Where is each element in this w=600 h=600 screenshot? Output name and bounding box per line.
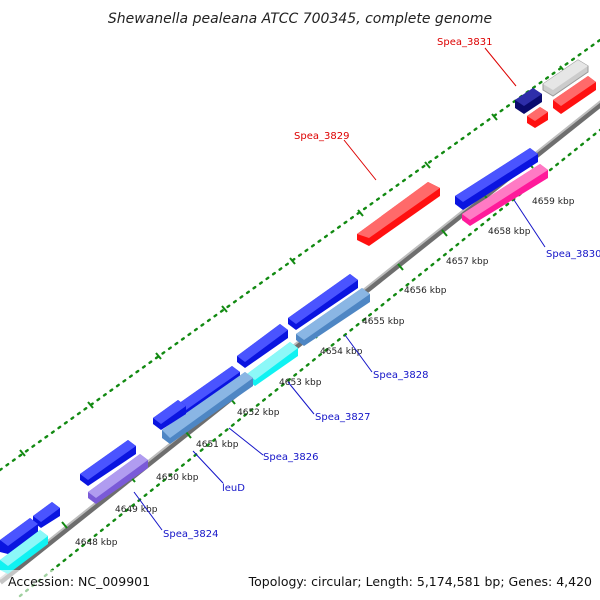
gene-spea3831-gray[interactable] [542, 59, 589, 97]
label-spea3831[interactable]: Spea_3831 [437, 37, 492, 48]
label-leuD[interactable]: leuD [222, 483, 245, 494]
tick-label-4653: 4653 kbp [279, 378, 322, 388]
tick-label-4654: 4654 kbp [320, 347, 363, 357]
tick-label-4652: 4652 kbp [237, 408, 280, 418]
label-spea3828[interactable]: Spea_3828 [373, 370, 428, 381]
gene-spea3830[interactable] [462, 164, 548, 226]
tick-label-4648: 4648 kbp [75, 538, 118, 548]
tick-label-4656: 4656 kbp [404, 286, 447, 296]
label-spea3826[interactable]: Spea_3826 [263, 452, 318, 463]
gene-spea3831-red-small[interactable] [527, 107, 548, 128]
footer-backdrop [0, 570, 600, 600]
gene-spea3826[interactable] [162, 372, 253, 444]
label-leader-lines [133, 47, 546, 531]
tick-label-4650: 4650 kbp [156, 473, 199, 483]
label-spea3824[interactable]: Spea_3824 [163, 529, 218, 540]
gene-leuD[interactable] [88, 454, 148, 504]
accession-text: Accession: NC_009901 [8, 574, 150, 589]
genome-summary-text: Topology: circular; Length: 5,174,581 bp… [248, 574, 592, 589]
gene-blue-4650[interactable] [80, 440, 136, 486]
gene-blue-4651[interactable] [153, 400, 186, 430]
gene-labels: Spea_3831 Spea_3829 Spea_3830 Spea_3828 … [163, 37, 600, 540]
gene-blue-4648a[interactable] [33, 502, 60, 528]
label-spea3829[interactable]: Spea_3829 [294, 131, 349, 142]
gene-blue-4652[interactable] [178, 366, 240, 416]
tick-label-4649: 4649 kbp [115, 505, 158, 515]
gene-blue-4648b[interactable] [0, 518, 38, 554]
tick-label-4658: 4658 kbp [488, 227, 531, 237]
tick-label-4659: 4659 kbp [532, 197, 575, 207]
label-spea3827[interactable]: Spea_3827 [315, 412, 370, 423]
gene-spea3824[interactable] [0, 530, 48, 574]
gene-spea3828[interactable] [296, 288, 370, 346]
tick-label-4655: 4655 kbp [362, 317, 405, 327]
tick-label-4657: 4657 kbp [446, 257, 489, 267]
gene-blue-4658[interactable] [455, 148, 538, 210]
gene-spea3827[interactable] [247, 342, 298, 386]
tick-label-4651: 4651 kbp [196, 440, 239, 450]
gene-features [0, 59, 596, 574]
gene-spea3831-navy[interactable] [515, 88, 542, 114]
scale-tick-labels: 4648 kbp 4649 kbp 4650 kbp 4651 kbp 4652… [75, 197, 575, 548]
label-spea3830[interactable]: Spea_3830 [546, 249, 600, 260]
gene-blue-4654[interactable] [237, 324, 288, 368]
gene-spea3829[interactable] [357, 182, 440, 246]
outer-dotted-track [0, 38, 600, 472]
gene-spea3831-red-right[interactable] [553, 76, 596, 114]
map-title: Shewanella pealeana ATCC 700345, complet… [108, 11, 492, 27]
gene-blue-4656[interactable] [288, 274, 358, 330]
inner-dotted-track [18, 128, 600, 598]
